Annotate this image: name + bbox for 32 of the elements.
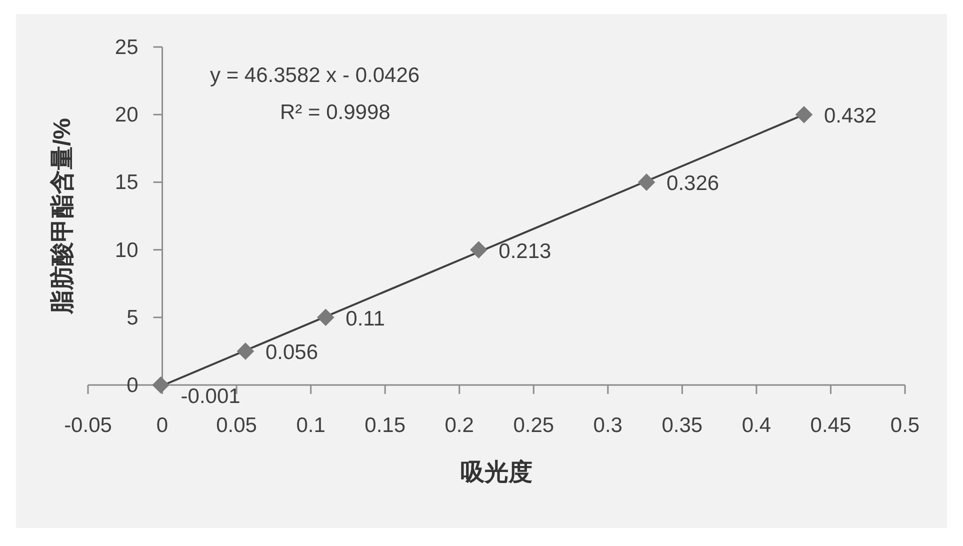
annotation: R² = 0.9998	[280, 101, 390, 124]
annotation: 0.213	[498, 240, 552, 263]
point	[470, 241, 488, 258]
y-tick-label: 15	[114, 171, 138, 194]
annotation: 0.056	[265, 341, 318, 364]
x-tick-label: -0.05	[64, 414, 112, 437]
y-axis-title: 脂肪酸甲酯含量/%	[49, 118, 76, 316]
x-tick-label: 0.25	[513, 414, 554, 437]
point	[317, 308, 334, 326]
point	[638, 174, 656, 191]
x-tick-label: 0.3	[593, 414, 623, 437]
annotation: y = 46.3582 x - 0.0426	[210, 64, 420, 87]
annotation: 0.11	[346, 307, 385, 330]
point	[236, 342, 254, 360]
x-axis-title: 吸光度	[460, 459, 532, 486]
annotation: 0.326	[666, 172, 720, 196]
x-tick-label: 0	[156, 414, 168, 437]
y-tick-label: 5	[126, 306, 138, 330]
y-tick-label: 10	[114, 238, 138, 262]
x-tick-label: 0.4	[742, 414, 772, 437]
x-tick-label: 0.1	[296, 414, 326, 437]
y-tick-label: 25	[114, 36, 138, 59]
x-tick-label: 0.2	[444, 414, 474, 437]
x-tick-label: 0.5	[890, 414, 920, 437]
x-tick-label: 0.35	[662, 414, 703, 437]
annotation: 0.432	[824, 104, 877, 128]
point	[795, 106, 813, 124]
y-tick-label: 20	[114, 104, 138, 127]
annotation: -0.001	[180, 385, 240, 408]
x-tick-label: 0.45	[810, 414, 852, 437]
x-tick-label: 0.15	[364, 414, 406, 437]
x-tick-label: 0.05	[216, 414, 257, 437]
